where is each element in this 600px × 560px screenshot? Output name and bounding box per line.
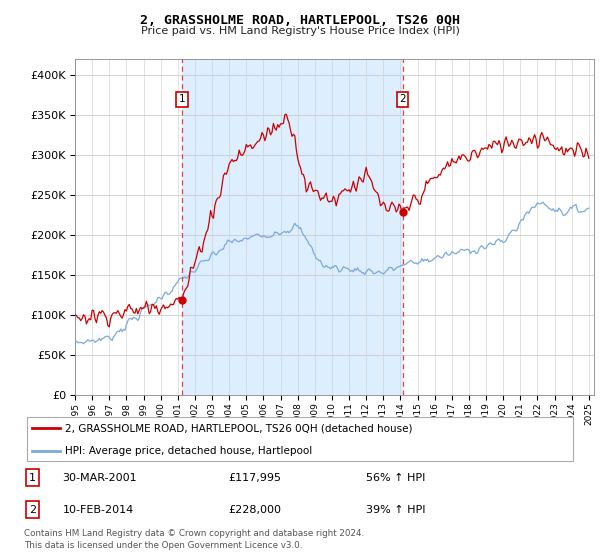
Text: 1: 1 — [179, 94, 185, 104]
Text: 39% ↑ HPI: 39% ↑ HPI — [366, 505, 426, 515]
Text: 2, GRASSHOLME ROAD, HARTLEPOOL, TS26 0QH: 2, GRASSHOLME ROAD, HARTLEPOOL, TS26 0QH — [140, 14, 460, 27]
Text: Price paid vs. HM Land Registry's House Price Index (HPI): Price paid vs. HM Land Registry's House … — [140, 26, 460, 36]
Text: HPI: Average price, detached house, Hartlepool: HPI: Average price, detached house, Hart… — [65, 446, 313, 455]
Text: 1: 1 — [29, 473, 36, 483]
Text: £117,995: £117,995 — [228, 473, 281, 483]
Text: 10-FEB-2014: 10-FEB-2014 — [62, 505, 134, 515]
Text: 2: 2 — [399, 94, 406, 104]
Text: Contains HM Land Registry data © Crown copyright and database right 2024.
This d: Contains HM Land Registry data © Crown c… — [24, 529, 364, 550]
Text: 2, GRASSHOLME ROAD, HARTLEPOOL, TS26 0QH (detached house): 2, GRASSHOLME ROAD, HARTLEPOOL, TS26 0QH… — [65, 423, 413, 433]
Text: 30-MAR-2001: 30-MAR-2001 — [62, 473, 137, 483]
Text: 56% ↑ HPI: 56% ↑ HPI — [366, 473, 425, 483]
Bar — [182, 59, 403, 395]
Text: 2: 2 — [29, 505, 36, 515]
Text: £228,000: £228,000 — [228, 505, 281, 515]
FancyBboxPatch shape — [27, 417, 572, 461]
